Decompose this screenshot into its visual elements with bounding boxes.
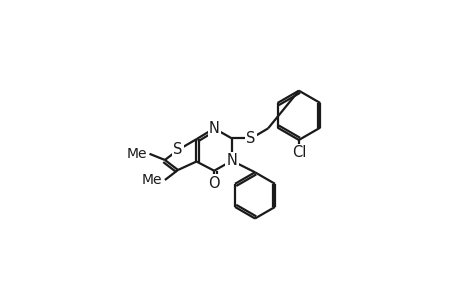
Text: Me: Me <box>142 173 162 187</box>
Text: Me: Me <box>126 147 147 161</box>
Text: S: S <box>246 131 255 146</box>
Text: S: S <box>173 142 182 158</box>
Text: O: O <box>208 176 219 190</box>
Text: N: N <box>226 153 237 168</box>
Text: N: N <box>208 121 219 136</box>
Text: Cl: Cl <box>291 145 305 160</box>
